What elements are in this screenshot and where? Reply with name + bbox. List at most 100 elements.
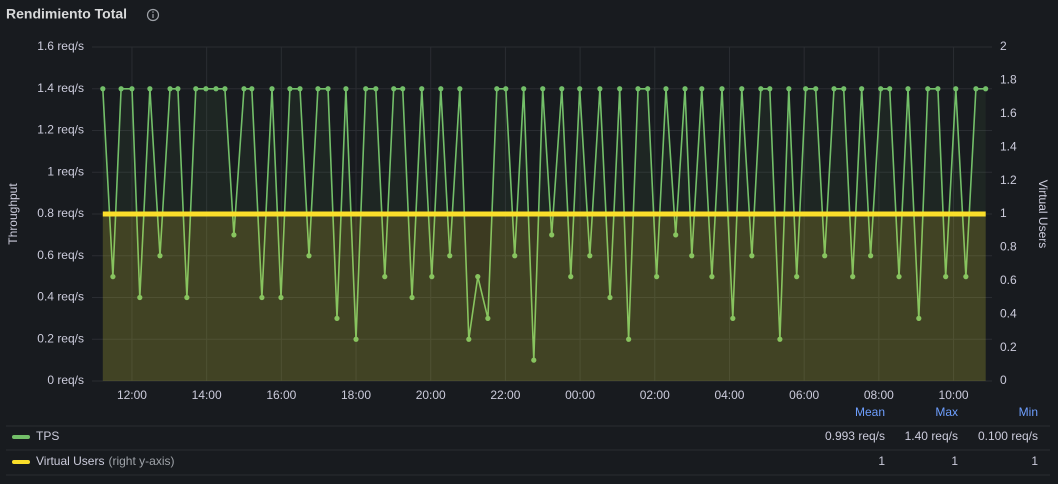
data-point [269,86,275,92]
y-tick-label: 0.8 req/s [37,206,84,220]
legend-column-header: Min [1019,405,1038,419]
data-point [249,86,255,92]
data-point [568,274,574,280]
data-point [334,315,340,321]
data-point [129,86,135,92]
data-point [626,336,632,342]
x-tick-label: 12:00 [117,388,147,402]
panel-title: Rendimiento Total [6,6,127,22]
data-point [100,86,106,92]
data-point [457,86,463,92]
y2-tick-label: 1.8 [1000,73,1017,87]
data-point [382,274,388,280]
data-point [157,253,163,259]
data-point [203,86,209,92]
legend-stat: 1 [878,454,885,468]
data-point [400,86,406,92]
data-point [916,315,922,321]
data-point [767,86,773,92]
data-point [297,86,303,92]
x-tick-label: 14:00 [192,388,222,402]
data-point [353,336,359,342]
info-dot [152,11,154,13]
plot-area: 0 req/s 0.2 req/s 0.4 req/s 0.6 req/s 0.8 re… [37,39,1017,402]
data-point [925,86,931,92]
data-point [813,86,819,92]
y2-tick-label: 1.4 [1000,139,1017,153]
data-point [363,86,369,92]
y2-tick-label: 0.2 [1000,340,1017,354]
data-point [540,86,546,92]
y-axis-label: Throughput [6,183,20,245]
y2-axis-label: Virtual Users [1036,180,1050,248]
data-point [531,357,537,363]
legend-stat: 1 [1031,454,1038,468]
data-point [587,253,593,259]
data-point [343,86,349,92]
series-area [102,88,986,382]
data-point [878,86,884,92]
x-tick-label: 18:00 [341,388,371,402]
data-point [739,86,745,92]
y-tick-label: 1 req/s [47,164,84,178]
data-point [213,86,219,92]
data-point [663,86,669,92]
y2-tick-label: 0 [1000,373,1007,387]
data-point [794,274,800,280]
data-point [175,86,181,92]
x-tick-label: 04:00 [714,388,744,402]
data-point [475,274,481,280]
x-tick-label: 16:00 [266,388,296,402]
data-point [222,86,228,92]
x-tick-label: 02:00 [640,388,670,402]
data-point [841,86,847,92]
y-tick-label: 0.2 req/s [37,331,84,345]
data-point [850,274,856,280]
data-point [391,86,397,92]
y-tick-label: 0.4 req/s [37,290,84,304]
legend-stat: 0.100 req/s [978,429,1038,443]
legend-label: Virtual Users [36,454,104,468]
data-point [419,86,425,92]
y-tick-label: 0 req/s [47,373,84,387]
data-point [905,86,911,92]
info-icon[interactable] [146,8,160,22]
legend-stat: 1.40 req/s [905,429,958,443]
data-point [822,253,828,259]
data-point [118,86,124,92]
data-point [409,294,415,301]
data-point [447,253,453,259]
data-point [137,294,143,301]
data-point [673,232,679,238]
data-point [935,86,941,92]
data-point [699,86,705,92]
data-point [167,86,173,92]
series-area [102,214,986,381]
data-point [373,86,379,92]
x-tick-label: 06:00 [789,388,819,402]
y2-tick-label: 0.6 [1000,273,1017,287]
data-point [635,86,641,92]
data-point [749,253,755,259]
data-point [485,315,491,321]
data-point [682,86,688,92]
data-point [549,232,555,238]
data-point [859,86,865,92]
data-point [494,86,500,92]
data-point [654,274,660,280]
data-point [831,86,837,92]
data-point [953,86,959,92]
x-tick-label: 10:00 [939,388,969,402]
data-point [306,253,312,259]
legend-stat: 0.993 req/s [825,429,885,443]
data-point [943,274,949,280]
data-point [597,86,603,92]
data-point [438,86,444,92]
legend-column-header: Mean [855,405,885,419]
data-point [973,86,979,92]
data-point [689,253,695,259]
x-tick-label: 00:00 [565,388,595,402]
data-point [617,86,623,92]
legend-stat: 1 [951,454,958,468]
